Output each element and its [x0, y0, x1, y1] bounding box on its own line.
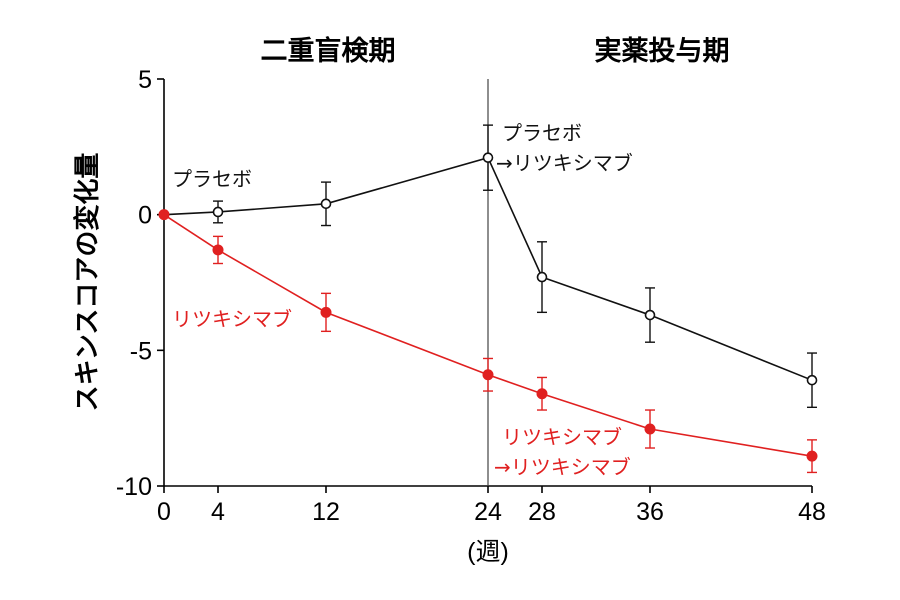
data-point-0 [806, 374, 818, 386]
phase-label-active-treatment: 実薬投与期 [595, 35, 730, 67]
label-rituximab-phase2-line1: リツキシマブ [502, 425, 622, 449]
x-tick-label: 0 [157, 498, 171, 526]
x-tick-label: 12 [312, 498, 340, 526]
x-tick-label: 36 [636, 498, 664, 526]
data-point-0 [212, 206, 224, 218]
y-tick-label: 0 [138, 202, 152, 230]
label-placebo-phase2-line2: →リツキシマブ [496, 151, 633, 175]
y-axis-title: スキンスコアの変化量 [72, 153, 103, 412]
y-tick-label: 5 [138, 66, 152, 94]
x-tick-label: 24 [474, 498, 502, 526]
data-point-0 [644, 309, 656, 321]
label-rituximab-phase2-line2: →リツキシマブ [494, 455, 631, 479]
x-tick-label: 4 [211, 498, 225, 526]
phase-label-double-blind: 二重盲検期 [261, 35, 396, 67]
data-point-1 [158, 209, 170, 221]
x-tick-label: 28 [528, 498, 556, 526]
data-point-1 [806, 450, 818, 462]
data-point-0 [482, 152, 494, 163]
data-point-0 [320, 198, 332, 210]
data-point-1 [482, 369, 494, 381]
chart-marks: 50-5-100 4 12 24 28 36 48 [116, 66, 826, 526]
data-point-1 [320, 306, 332, 318]
label-placebo-phase2-line1: プラセボ [502, 121, 582, 145]
label-placebo-phase1: プラセボ [172, 167, 252, 191]
x-axis-title: (週) [467, 538, 509, 566]
data-point-1 [644, 423, 656, 435]
data-point-1 [212, 244, 224, 256]
x-tick-label: 48 [798, 498, 826, 526]
data-point-1 [536, 388, 548, 400]
data-point-0 [536, 271, 548, 283]
y-tick-label: -10 [116, 473, 152, 501]
label-rituximab-phase1: リツキシマブ [172, 307, 292, 331]
y-tick-label: -5 [130, 337, 152, 365]
